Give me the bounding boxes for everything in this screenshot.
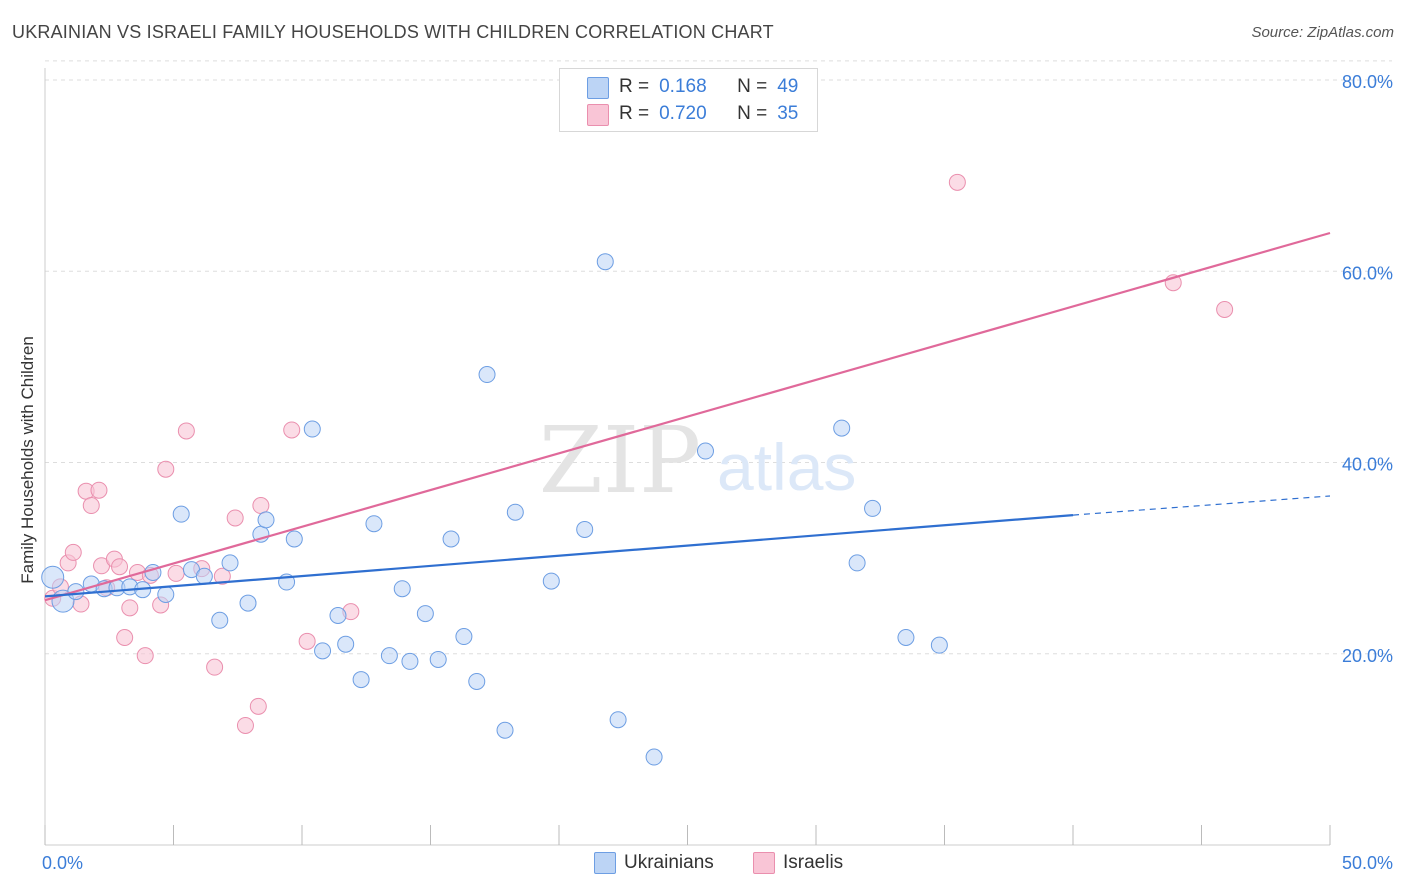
ukrainians-n-value: 49 [777,76,799,97]
source-credit: Source: ZipAtlas.com [1251,24,1394,41]
israelis-point [1216,301,1234,318]
ukrainians-point [833,419,851,437]
israelis-point [116,628,134,646]
legend-israelis-label: Israelis [783,852,844,873]
ukrainians-point [221,554,239,572]
israelis-n-label: N = [737,103,768,124]
legend-ukrainians-label: Ukrainians [624,852,714,873]
ukrainians-point [337,635,355,653]
israelis-point [213,567,231,585]
ukrainians-stats: R = 0.168 N = 49 [619,74,798,100]
ukrainians-point [478,366,496,384]
y-axis-label: Family Households with Children [18,336,37,584]
ukrainians-point [609,711,627,729]
watermark-zip: ZIP [539,407,701,514]
ukrainians-point [365,515,383,533]
israelis-n-value: 35 [777,103,799,124]
ukrainians-n-label: N = [737,76,768,97]
israelis-point [252,497,270,515]
watermark: ZIP atlas [539,407,857,514]
ukrainians-point [645,748,663,766]
israelis-point [249,697,267,715]
y-tick-label: 40.0% [1342,455,1393,475]
ukrainians-point [257,511,275,529]
israelis-swatch [587,104,609,126]
ukrainians-point [211,611,229,629]
ukrainians-point [596,253,614,271]
ukrainians-point [393,580,411,598]
ukrainians-point [352,671,370,689]
ukrainians-r-label: R = [619,76,650,97]
ukrainians-point [455,628,473,646]
ukrainians-point [401,652,419,670]
israelis-point [121,599,139,617]
y-tick-label: 60.0% [1342,263,1393,283]
ukrainians-point [468,672,486,690]
israelis-point [157,460,175,478]
ukrainians-point [303,420,321,438]
ukrainians-point [285,530,303,548]
ukrainians-point [172,505,190,523]
ukrainians-point [195,567,213,585]
chart-title: UKRAINIAN VS ISRAELI FAMILY HOUSEHOLDS W… [12,22,774,42]
israelis-r-value: 0.720 [659,103,707,124]
axis-layer [44,68,1331,846]
ukrainians-point [41,565,65,589]
legend-israelis-swatch [753,852,775,874]
ukrainians-point [442,530,460,548]
ukrainians-point [506,503,524,521]
israelis-point [90,481,108,499]
watermark-atlas: atlas [717,430,856,504]
israelis-point [64,543,82,561]
x-tick-label: 50.0% [1342,853,1393,873]
ukrainians-point [416,605,434,623]
israelis-trend-line [44,231,1331,602]
legend-israelis[interactable]: Israelis [753,852,843,874]
ukrainians-point [429,650,447,668]
ukrainians-point [496,721,514,739]
legend-ukrainians-swatch [594,852,616,874]
israelis-r-label: R = [619,103,650,124]
ukrainians-point [157,585,175,603]
ukrainians-point [696,442,714,460]
ukrainians-point [864,499,882,517]
ukrainians-trend-extension [1072,495,1331,516]
ukrainians-point [380,647,398,665]
ukrainians-point [542,572,560,590]
israelis-point [167,564,185,582]
israelis-point [82,497,100,515]
y-tick-label: 20.0% [1342,646,1393,666]
israelis-point [111,558,129,576]
ukrainians-swatch [587,77,609,99]
israelis-point [236,716,254,734]
legend-ukrainians[interactable]: Ukrainians [594,852,714,874]
israelis-point [206,658,224,676]
x-tick-label: 0.0% [42,853,83,873]
israelis-point [177,422,195,440]
israelis-point [948,173,966,191]
y-tick-label: 80.0% [1342,72,1393,92]
ukrainians-point [897,628,915,646]
tick-labels: 20.0% 40.0% 60.0% 80.0% 0.0% 50.0% [42,72,1393,873]
ukrainians-point [576,520,594,538]
ukrainians-point [930,636,948,654]
grid-layer [45,60,1392,655]
trend-lines [44,231,1331,602]
israelis-point [226,509,244,527]
israelis-point [136,647,154,665]
ukrainians-point [239,594,257,612]
israelis-point [283,421,301,439]
ukrainians-point [314,642,332,660]
ukrainians-r-value: 0.168 [659,76,707,97]
ukrainians-trend-line [44,513,1074,598]
israelis-stats: R = 0.720 N = 35 [619,101,798,127]
ukrainians-point [329,607,347,624]
stats-box: R = 0.168 N = 49 R = 0.720 N = 35 [559,68,818,132]
israelis-point [298,632,316,650]
ukrainians-point [848,554,866,572]
